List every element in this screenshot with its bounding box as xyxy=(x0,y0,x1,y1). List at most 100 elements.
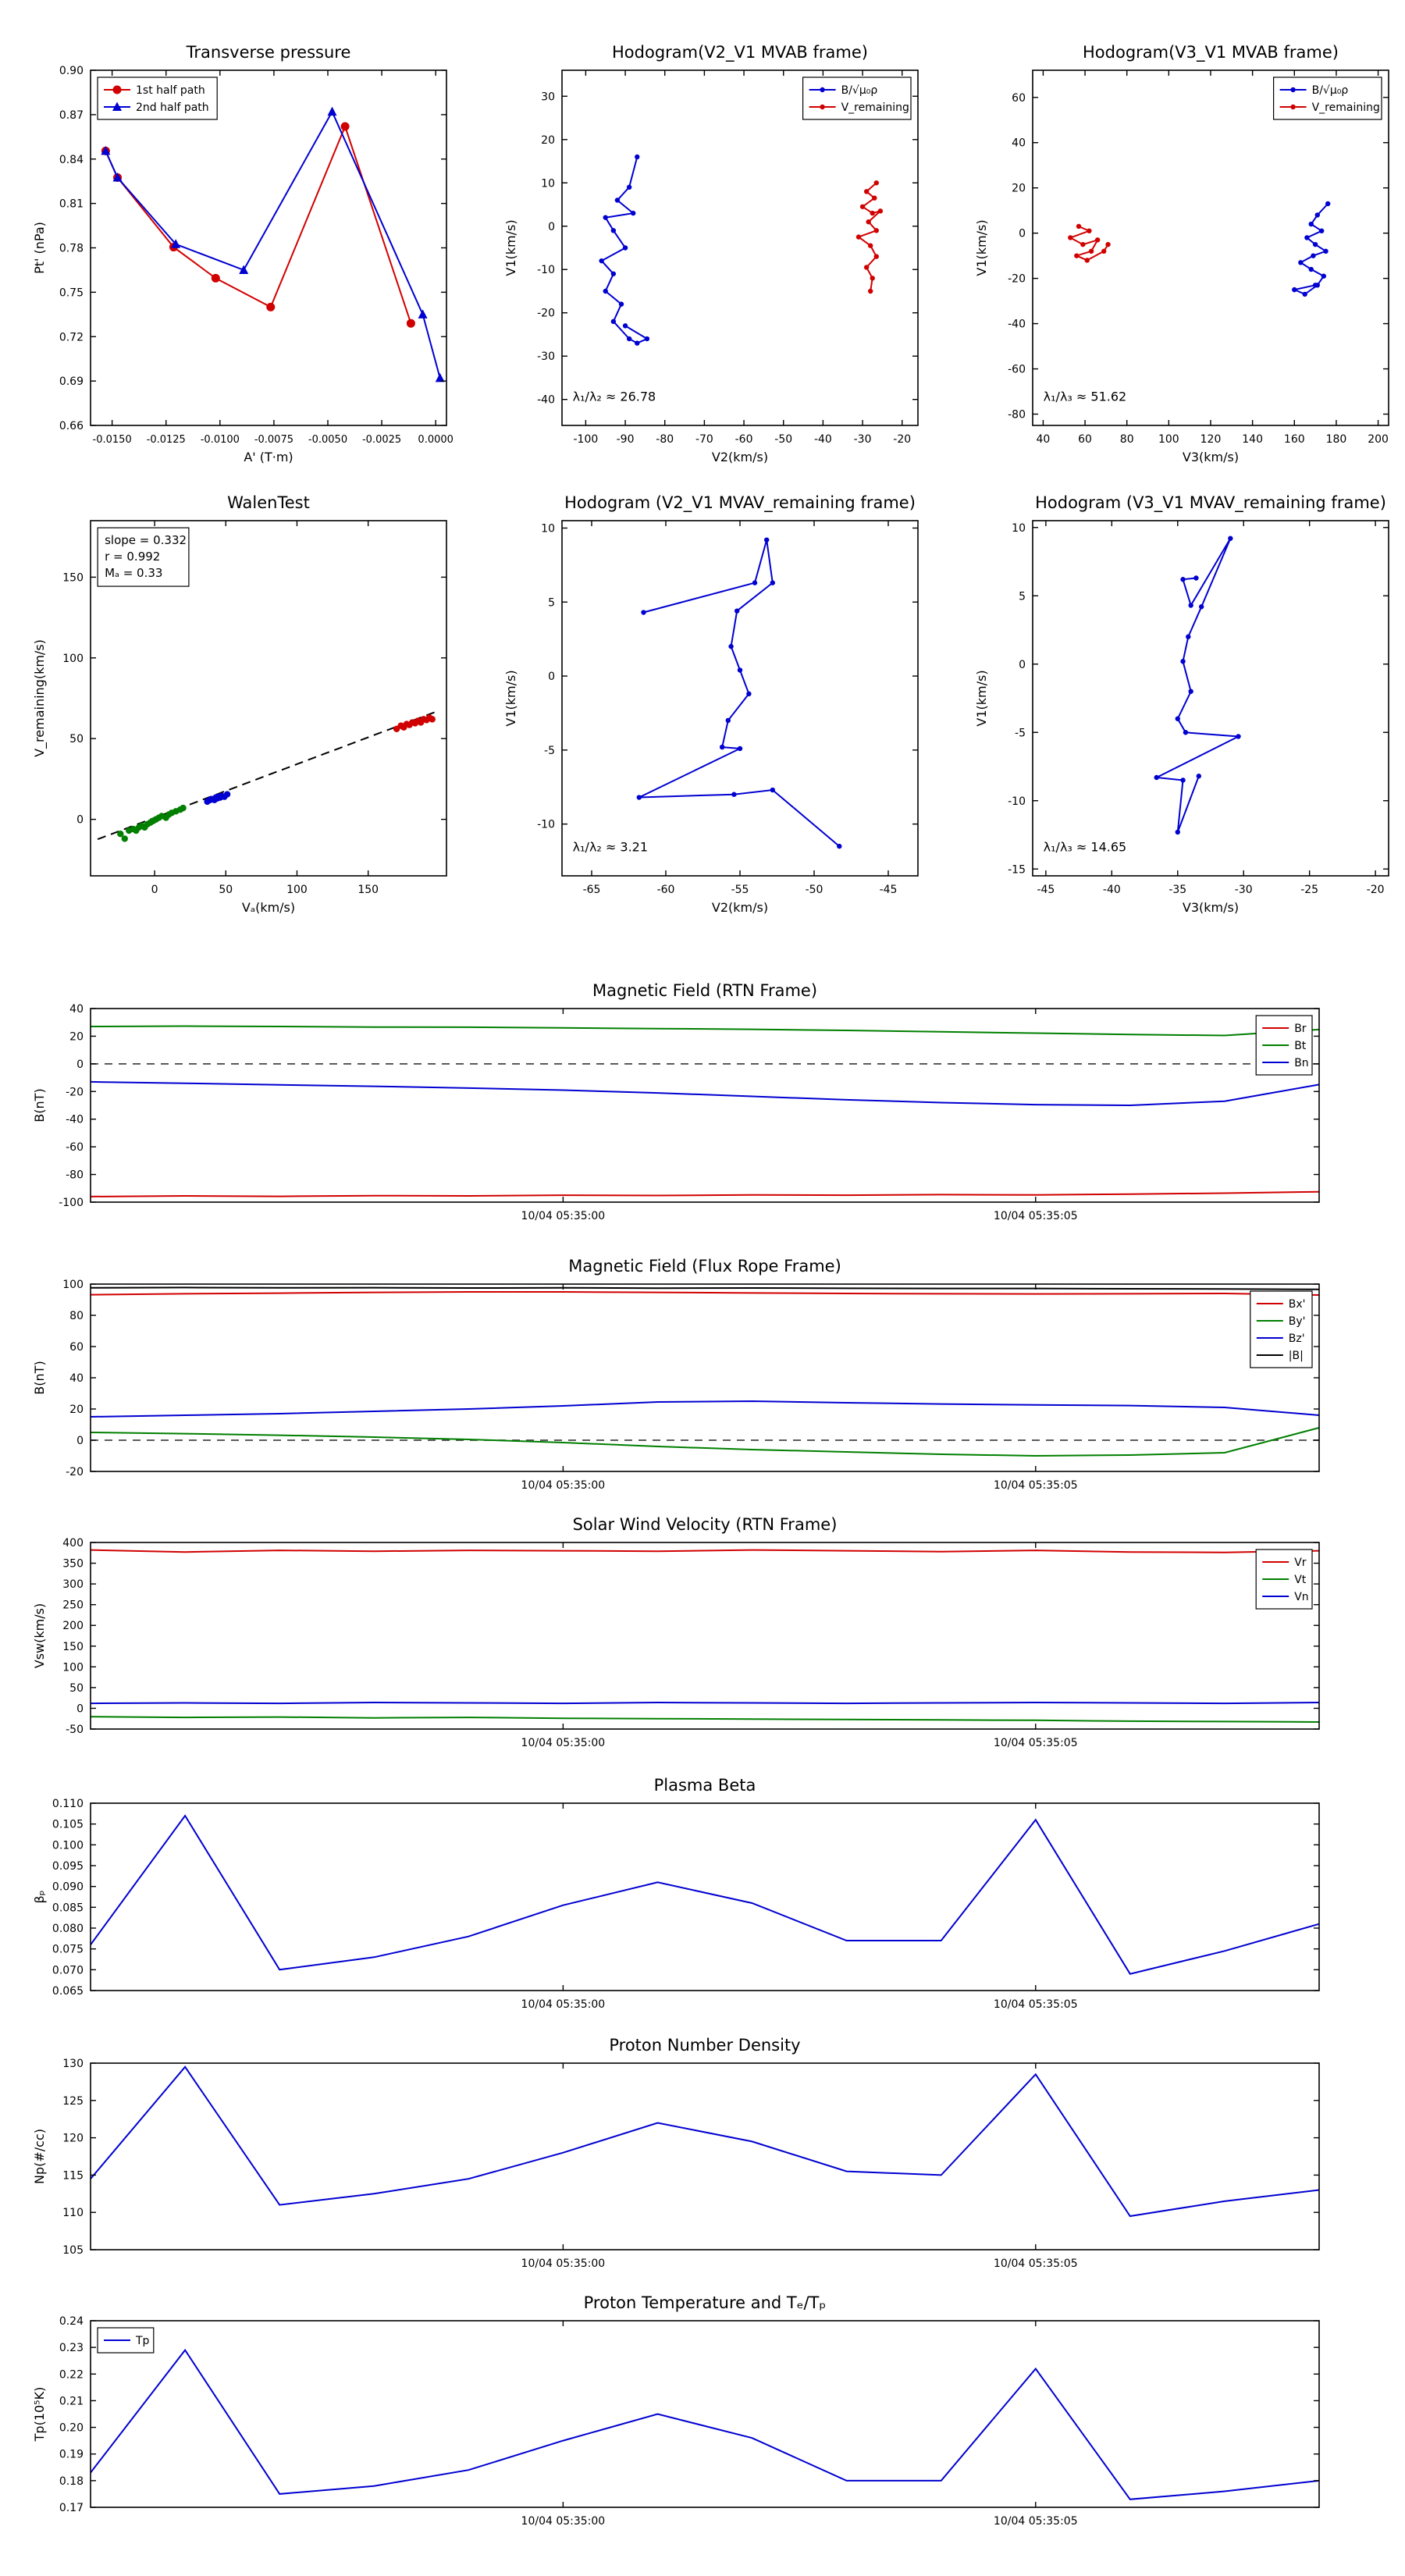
svg-text:300: 300 xyxy=(62,1578,84,1591)
svg-text:-50: -50 xyxy=(66,1724,84,1736)
svg-text:0.84: 0.84 xyxy=(59,154,84,166)
svg-text:Hodogram (V2_V1 MVAV_remaining: Hodogram (V2_V1 MVAV_remaining frame) xyxy=(564,493,916,513)
svg-text:0.66: 0.66 xyxy=(59,420,84,432)
svg-text:V1(km/s): V1(km/s) xyxy=(974,219,989,276)
svg-text:B/√μ₀ρ: B/√μ₀ρ xyxy=(841,84,878,97)
svg-text:-40: -40 xyxy=(66,1114,84,1126)
chart-plasma-beta: 10/04 05:35:00 10/04 05:35:05 0.065 0.070 0.… xyxy=(23,1763,1335,2028)
svg-text:150: 150 xyxy=(62,1641,84,1653)
svg-text:Vₐ(km/s): Vₐ(km/s) xyxy=(242,900,295,915)
svg-text:-20: -20 xyxy=(893,433,911,446)
svg-text:0.090: 0.090 xyxy=(52,1881,84,1894)
svg-text:A' (T·m): A' (T·m) xyxy=(244,450,293,464)
svg-text:0.24: 0.24 xyxy=(59,2315,84,2328)
chart-hodogram-v3v1-mvab: 40 60 80 100 120 140 160 180 200 -80 -60 -40 -20 0 20 4… xyxy=(966,31,1403,468)
svg-text:B/√μ₀ρ: B/√μ₀ρ xyxy=(1312,84,1349,97)
svg-text:250: 250 xyxy=(62,1599,84,1612)
svg-text:-45: -45 xyxy=(1037,884,1055,896)
svg-text:0: 0 xyxy=(151,884,158,896)
svg-text:-0.0025: -0.0025 xyxy=(362,434,401,446)
svg-text:130: 130 xyxy=(62,2058,84,2070)
svg-text:0: 0 xyxy=(548,671,555,683)
svg-text:0.095: 0.095 xyxy=(52,1860,84,1873)
svg-text:Proton Number Density: Proton Number Density xyxy=(609,2036,800,2055)
svg-text:Bz': Bz' xyxy=(1289,1332,1305,1345)
svg-text:10: 10 xyxy=(1012,522,1026,535)
svg-text:110: 110 xyxy=(62,2207,84,2219)
svg-text:0.21: 0.21 xyxy=(59,2395,84,2407)
svg-text:Solar Wind Velocity (RTN Frame: Solar Wind Velocity (RTN Frame) xyxy=(573,1515,838,1534)
svg-text:180: 180 xyxy=(1326,433,1347,446)
svg-text:20: 20 xyxy=(541,134,555,147)
svg-text:-40: -40 xyxy=(1008,318,1026,331)
svg-text:Bt: Bt xyxy=(1294,1040,1307,1052)
svg-text:V2(km/s): V2(km/s) xyxy=(712,900,768,915)
svg-text:Tp: Tp xyxy=(135,2335,150,2347)
svg-text:-45: -45 xyxy=(880,884,898,896)
svg-text:0: 0 xyxy=(76,1059,84,1071)
svg-text:50: 50 xyxy=(69,733,84,745)
svg-text:-55: -55 xyxy=(731,884,749,896)
svg-text:-0.0075: -0.0075 xyxy=(254,434,293,446)
svg-text:80: 80 xyxy=(69,1310,84,1322)
svg-text:βₚ: βₚ xyxy=(32,1890,47,1903)
svg-text:40: 40 xyxy=(1012,137,1026,150)
svg-text:40: 40 xyxy=(69,1003,84,1016)
svg-text:150: 150 xyxy=(357,884,379,896)
svg-text:B(nT): B(nT) xyxy=(32,1361,47,1394)
svg-text:Hodogram(V3_V1 MVAB frame): Hodogram(V3_V1 MVAB frame) xyxy=(1083,43,1339,62)
svg-text:Tp(10⁵K): Tp(10⁵K) xyxy=(32,2387,47,2443)
svg-text:100: 100 xyxy=(62,1661,84,1674)
svg-text:V1(km/s): V1(km/s) xyxy=(974,670,989,726)
svg-text:50: 50 xyxy=(69,1682,84,1695)
svg-text:200: 200 xyxy=(1368,433,1389,446)
svg-text:-20: -20 xyxy=(1367,884,1385,896)
svg-text:-0.0050: -0.0050 xyxy=(308,434,347,446)
svg-text:10/04 05:35:00: 10/04 05:35:00 xyxy=(521,2258,606,2270)
svg-text:Hodogram(V2_V1 MVAB frame): Hodogram(V2_V1 MVAB frame) xyxy=(612,43,868,62)
svg-text:-50: -50 xyxy=(806,884,823,896)
svg-text:60: 60 xyxy=(69,1341,84,1354)
svg-text:|B|: |B| xyxy=(1289,1350,1304,1362)
svg-text:-0.0100: -0.0100 xyxy=(201,434,240,446)
svg-text:λ₁/λ₃ ≈ 51.62: λ₁/λ₃ ≈ 51.62 xyxy=(1044,390,1127,404)
svg-text:V1(km/s): V1(km/s) xyxy=(503,670,518,726)
svg-text:0.23: 0.23 xyxy=(59,2342,84,2354)
svg-text:Br: Br xyxy=(1294,1023,1307,1035)
svg-text:100: 100 xyxy=(1158,433,1179,446)
svg-text:-30: -30 xyxy=(854,433,872,446)
svg-text:-50: -50 xyxy=(774,433,792,446)
svg-text:Np(#/cc): Np(#/cc) xyxy=(32,2129,47,2184)
svg-text:Magnetic Field (Flux Rope Fram: Magnetic Field (Flux Rope Frame) xyxy=(568,1257,841,1276)
svg-text:Proton Temperature and Tₑ/Tₚ: Proton Temperature and Tₑ/Tₚ xyxy=(584,2293,827,2312)
svg-text:80: 80 xyxy=(1120,433,1134,446)
svg-text:-20: -20 xyxy=(537,308,555,320)
svg-text:-0.0150: -0.0150 xyxy=(93,434,132,446)
svg-text:-10: -10 xyxy=(1008,795,1026,808)
svg-text:10/04 05:35:00: 10/04 05:35:00 xyxy=(521,2515,606,2528)
svg-text:V1(km/s): V1(km/s) xyxy=(503,219,518,276)
svg-text:-60: -60 xyxy=(1008,364,1026,376)
svg-text:150: 150 xyxy=(62,571,84,584)
svg-text:125: 125 xyxy=(62,2095,84,2108)
svg-text:Bn: Bn xyxy=(1294,1057,1308,1069)
svg-text:-90: -90 xyxy=(617,433,635,446)
svg-text:-30: -30 xyxy=(537,350,555,363)
svg-text:-100: -100 xyxy=(59,1197,84,1209)
svg-text:r = 0.992: r = 0.992 xyxy=(105,550,160,564)
svg-text:Vsw(km/s): Vsw(km/s) xyxy=(32,1603,47,1668)
svg-text:0.81: 0.81 xyxy=(59,198,84,211)
svg-text:10/04 05:35:05: 10/04 05:35:05 xyxy=(994,1479,1078,1492)
svg-text:V_remaining: V_remaining xyxy=(1312,101,1380,114)
svg-text:0.080: 0.080 xyxy=(52,1923,84,1935)
svg-text:10/04 05:35:00: 10/04 05:35:00 xyxy=(521,1210,606,1222)
svg-text:20: 20 xyxy=(1012,183,1026,195)
svg-text:-60: -60 xyxy=(66,1141,84,1154)
chart-hodogram-v3v1-mvav: -45 -40 -35 -30 -25 -20 -15 -10 -5 0 5 10 Hodogram (… xyxy=(966,482,1403,919)
svg-text:0.0000: 0.0000 xyxy=(418,434,454,446)
svg-text:100: 100 xyxy=(62,653,84,665)
svg-text:-40: -40 xyxy=(537,394,555,407)
chart-hodogram-v2v1-mvav: -65 -60 -55 -50 -45 -10 -5 0 5 10 Hodogram (V2_V1 … xyxy=(495,482,932,919)
svg-text:-0.0125: -0.0125 xyxy=(147,434,186,446)
svg-text:By': By' xyxy=(1289,1315,1306,1328)
